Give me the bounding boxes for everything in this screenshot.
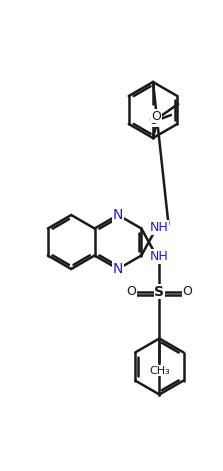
Text: O: O [126,285,136,298]
Text: O: O [148,114,158,127]
Text: O: O [182,285,192,298]
Text: S: S [154,284,164,299]
Text: NH: NH [150,250,169,263]
Text: CH₃: CH₃ [149,365,170,375]
Text: N: N [113,208,123,222]
Text: N: N [113,262,123,276]
Text: NH: NH [150,221,169,234]
Text: O: O [151,109,161,122]
